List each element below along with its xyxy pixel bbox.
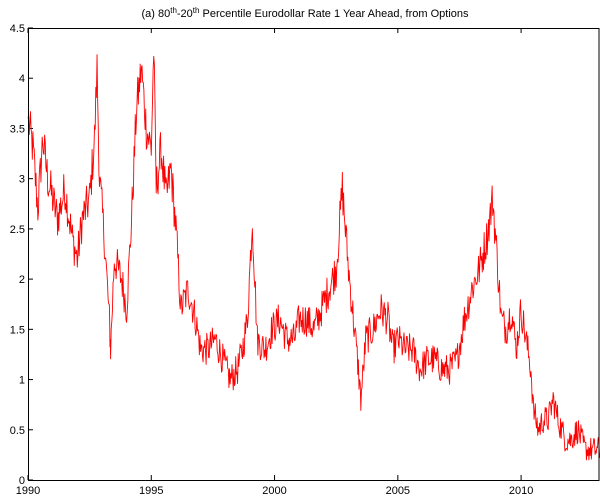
x-tick-label: 1990: [16, 485, 40, 497]
title-sup-1: th: [170, 6, 177, 15]
series-line: [27, 54, 600, 461]
title-suffix: Percentile Eurodollar Rate 1 Year Ahead,…: [199, 8, 469, 20]
y-tick-label: 3: [19, 174, 25, 186]
x-tick-label: 2010: [509, 485, 533, 497]
title-sup-2: th: [193, 6, 200, 15]
y-tick-label: 4: [19, 73, 25, 85]
y-tick-label: 0.5: [10, 425, 25, 437]
title-prefix: (a) 80: [141, 8, 170, 20]
x-tick-label: 2000: [262, 485, 286, 497]
y-tick-label: 1.5: [10, 324, 25, 336]
y-tick-label: 4.5: [10, 23, 25, 35]
y-tick-label: 0: [19, 475, 25, 487]
axis-ticks: 1990 1995 2000 2005 2010 0 0.5 1 1.5 2 2.5 3 3.5 4 4.5: [10, 23, 534, 497]
x-tick-label: 1995: [139, 485, 163, 497]
y-tick-label: 1: [19, 375, 25, 387]
chart-title: (a) 80th-20th Percentile Eurodollar Rate…: [141, 6, 469, 20]
plot-frame: [28, 28, 600, 481]
y-tick-label: 2.5: [10, 224, 25, 236]
series-layer: [27, 54, 600, 461]
y-tick-label: 2: [19, 274, 25, 286]
x-tick-label: 2005: [386, 485, 410, 497]
y-tick-label: 3.5: [10, 123, 25, 135]
title-middle: -20: [177, 8, 193, 20]
